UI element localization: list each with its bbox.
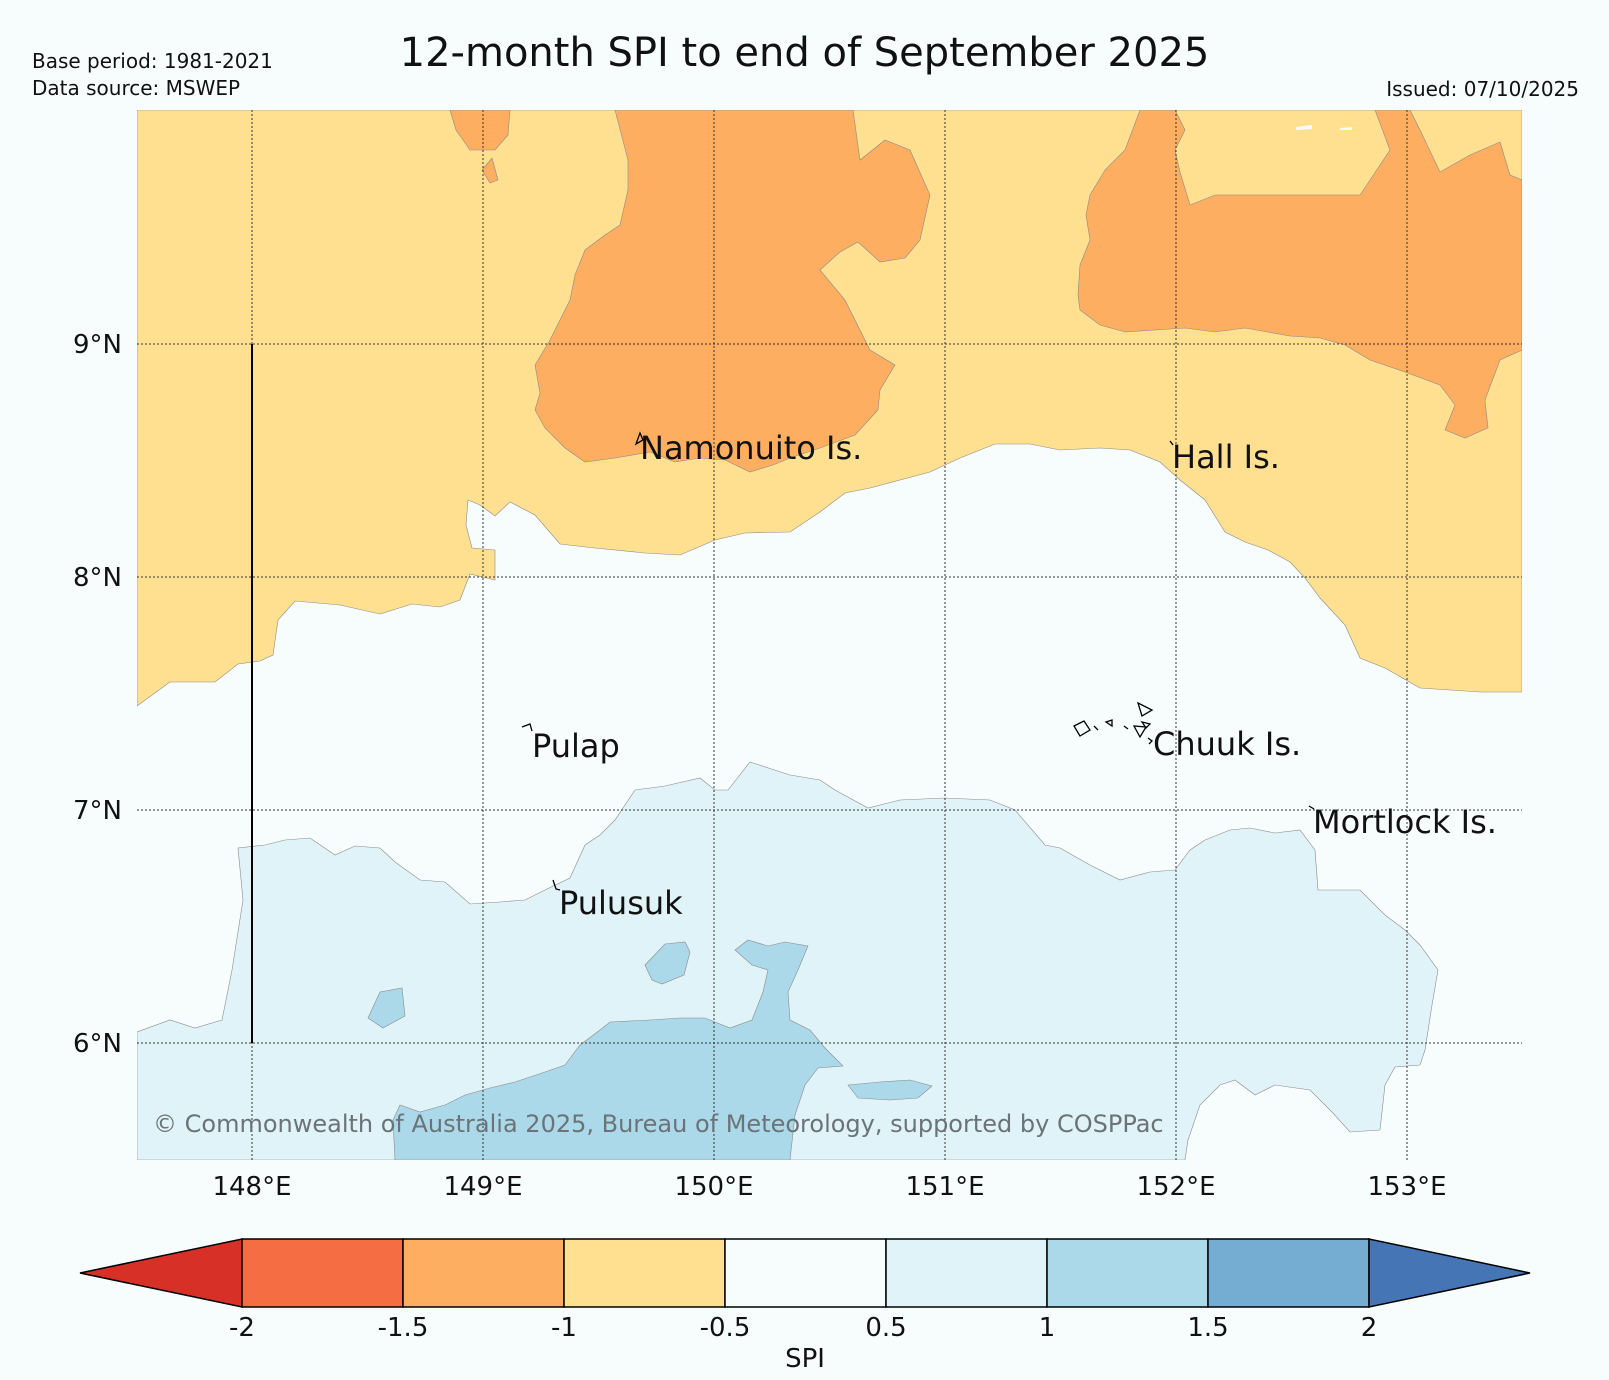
island-chuuk-4: [1132, 725, 1148, 739]
lat-tick-label: 6°N: [73, 1029, 122, 1059]
colorbar-tick-label: 1.5: [1187, 1313, 1228, 1343]
colorbar-label: SPI: [785, 1344, 825, 1374]
colorbar-over-triangle: [1368, 1238, 1531, 1308]
colorbar-segment: [402, 1238, 565, 1308]
island-pulap: [521, 723, 533, 732]
spi-region-drier-tiny-2: [1340, 127, 1352, 130]
island-chuuk-7: [1147, 737, 1153, 745]
island-chuuk-1: [1136, 701, 1154, 717]
colorbar-tick-label: -2: [229, 1313, 255, 1343]
island-chuuk-8: [1093, 725, 1099, 731]
colorbar-tick-label: 1: [1039, 1313, 1056, 1343]
base-period: Base period: 1981-2021: [32, 49, 273, 73]
data-source: Data source: MSWEP: [32, 76, 241, 100]
lon-tick-label: 151°E: [905, 1172, 984, 1202]
spi-region-wetter-main: [392, 939, 844, 1160]
spi-region-wetter-islet-1: [644, 941, 691, 985]
issued-date: Issued: 07/10/2025: [1386, 77, 1579, 101]
map-area: Namonuito Is. Hall Is. Pulap Chuuk Is. M…: [137, 110, 1522, 1160]
spi-region-drier-nw-blob: [449, 110, 511, 151]
lon-axis: 148°E 149°E 150°E 151°E 152°E 153°E: [212, 1172, 1446, 1202]
colorbar-segment: [1046, 1238, 1209, 1308]
place-label-pulusuk: Pulusuk: [559, 884, 683, 922]
place-label-namonuito: Namonuito Is.: [640, 429, 862, 467]
colorbar-segment: [885, 1238, 1048, 1308]
island-hall: [1169, 440, 1174, 446]
colorbar-segment: [1207, 1238, 1370, 1308]
map-title: 12-month SPI to end of September 2025: [399, 30, 1210, 76]
colorbar-tick-label: -1: [551, 1313, 577, 1343]
colorbar-segments: [241, 1238, 1370, 1308]
lat-axis: 9°N 8°N 7°N 6°N: [73, 330, 122, 1059]
colorbar-ticks: -2 -1.5 -1 -0.5 0.5 1 1.5 2: [229, 1313, 1377, 1343]
spi-region-wetter-islet-2: [367, 987, 406, 1029]
colorbar-tick-label: 2: [1361, 1313, 1378, 1343]
lon-tick-label: 149°E: [443, 1172, 522, 1202]
colorbar-tick-label: 0.5: [865, 1313, 906, 1343]
colorbar-tick-label: -0.5: [700, 1313, 751, 1343]
spi-region-drier-tiny-1: [1296, 125, 1312, 130]
lat-tick-label: 9°N: [73, 330, 122, 360]
spi-region-drier-hall: [1077, 110, 1522, 439]
spi-region-wetter-islet-3: [847, 1079, 933, 1101]
island-chuuk-3: [1104, 719, 1113, 728]
island-chuuk-5: [1140, 720, 1152, 730]
place-label-mortlock: Mortlock Is.: [1313, 803, 1497, 841]
island-namonuito: [634, 431, 644, 446]
colorbar-segment: [563, 1238, 726, 1308]
island-chuuk-6: [1123, 725, 1129, 730]
place-label-chuuk: Chuuk Is.: [1153, 725, 1301, 763]
lon-tick-label: 150°E: [674, 1172, 753, 1202]
island-chuuk-2: [1073, 720, 1091, 737]
copyright-notice: © Commonwealth of Australia 2025, Bureau…: [153, 1110, 1164, 1138]
colorbar-under-triangle: [79, 1238, 243, 1308]
lon-tick-label: 148°E: [212, 1172, 291, 1202]
lon-tick-label: 153°E: [1367, 1172, 1446, 1202]
place-label-hall: Hall Is.: [1172, 438, 1280, 476]
metadata-left: Base period: 1981-2021 Data source: MSWE…: [32, 48, 273, 102]
lat-tick-label: 7°N: [73, 796, 122, 826]
colorbar-segment: [724, 1238, 887, 1308]
lat-tick-label: 8°N: [73, 563, 122, 593]
colorbar-tick-label: -1.5: [378, 1313, 429, 1343]
lon-tick-label: 152°E: [1136, 1172, 1215, 1202]
island-mortlock: [1308, 805, 1315, 810]
island-outlines: [521, 431, 1315, 891]
place-label-pulap: Pulap: [532, 727, 620, 765]
spi-region-drier-namonuito: [534, 110, 931, 473]
colorbar-segment: [241, 1238, 404, 1308]
island-pulusuk: [552, 879, 561, 891]
colorbar: -2 -1.5 -1 -0.5 0.5 1 1.5 2 SPI: [79, 1238, 1531, 1374]
spi-region-drier-nw-dot: [481, 157, 499, 184]
